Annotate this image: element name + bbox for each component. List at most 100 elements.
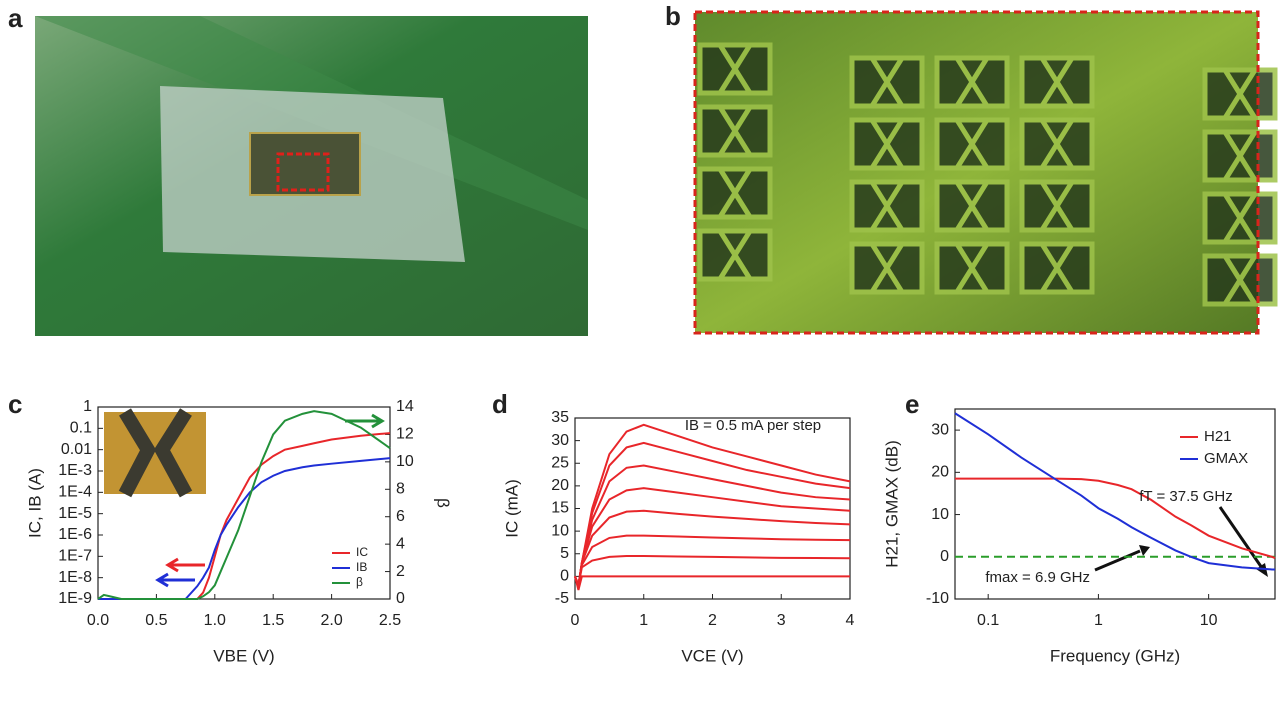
- y-tick-label: 20: [551, 477, 569, 494]
- device-inset: [104, 408, 206, 498]
- y-tick-label: 15: [551, 500, 569, 517]
- arrow-left-blue: [155, 572, 195, 588]
- x-tick-label: 10: [1200, 612, 1218, 629]
- device-pattern: [697, 228, 773, 282]
- plot-frame: [97, 406, 391, 600]
- series-line: [574, 423, 851, 590]
- y2-tick-label: 6: [396, 508, 405, 525]
- y-tick-label: 1E-8: [58, 569, 92, 586]
- photo-b: [695, 12, 1278, 333]
- y-tick-label: -10: [926, 590, 949, 607]
- device-pattern: [1019, 179, 1095, 233]
- y-tick-label: 1E-3: [58, 462, 92, 479]
- x-tick-label: 2.5: [379, 612, 401, 629]
- series-line: [955, 477, 1276, 559]
- x-tick-label: 2: [708, 612, 717, 629]
- y-tick-label: -5: [555, 590, 569, 607]
- axis-arrows: [155, 413, 385, 588]
- y-tick-label: 0.01: [61, 441, 92, 458]
- y2-tick-label: 12: [396, 426, 414, 443]
- y2-tick-label: 4: [396, 535, 405, 552]
- x-tick-label: 0.5: [145, 612, 167, 629]
- panel-label: e: [905, 389, 919, 419]
- device-pattern: [697, 104, 773, 158]
- device-pattern: [1019, 55, 1095, 109]
- x-axis-label: Frequency (GHz): [1050, 646, 1180, 665]
- x-axis-label: VCE (V): [681, 646, 743, 665]
- legend-label: H21: [1204, 428, 1232, 445]
- device-pattern: [697, 166, 773, 220]
- x-tick-label: 0.0: [87, 612, 109, 629]
- y-tick-label: 20: [931, 464, 949, 481]
- series-line: [574, 555, 851, 590]
- arrow-ft: [1218, 506, 1264, 569]
- x-tick-label: 1.0: [204, 612, 226, 629]
- device-pattern: [849, 117, 925, 171]
- annotation: fT = 37.5 GHz: [1139, 488, 1233, 505]
- y-tick-label: 10: [931, 506, 949, 523]
- series-line: [574, 575, 850, 591]
- device-pattern: [934, 117, 1010, 171]
- y-tick-label: 5: [560, 545, 569, 562]
- x-tick-label: 0.1: [977, 612, 999, 629]
- y2-tick-label: 10: [396, 453, 414, 470]
- device-pattern: [697, 42, 773, 96]
- legend-label: IB: [356, 560, 367, 574]
- arrow-fmax-head: [1139, 545, 1150, 556]
- panel-label: b: [665, 1, 681, 31]
- device-pattern: [934, 179, 1010, 233]
- y-axis-label: IC, IB (A): [25, 468, 44, 538]
- y2-tick-label: 8: [396, 481, 405, 498]
- y-tick-label: 30: [931, 421, 949, 438]
- device-pattern: [849, 179, 925, 233]
- plot-frame: [954, 408, 1276, 600]
- series-line: [574, 464, 851, 590]
- y2-tick-label: 2: [396, 563, 405, 580]
- y-tick-label: 1E-7: [58, 548, 92, 565]
- x-tick-label: 0: [571, 612, 580, 629]
- device-pattern: [849, 55, 925, 109]
- arrow-fmax: [1094, 549, 1141, 572]
- x-axis-label: VBE (V): [213, 646, 274, 665]
- panel-label: a: [8, 3, 23, 33]
- x-tick-label: 1: [639, 612, 648, 629]
- y-tick-label: 0.1: [70, 420, 92, 437]
- annotation-arrows: [1094, 506, 1268, 577]
- y-tick-label: 0: [940, 548, 949, 565]
- chip: [249, 132, 361, 196]
- y-tick-label: 10: [551, 522, 569, 539]
- y-tick-label: 30: [551, 432, 569, 449]
- device-pattern: [1202, 129, 1278, 183]
- series-line: [574, 509, 851, 590]
- y-tick-label: 1E-9: [58, 590, 92, 607]
- photo-a: [35, 16, 588, 336]
- panel-label: d: [492, 389, 508, 419]
- zoom-region: [276, 152, 330, 192]
- legend-label: IC: [356, 545, 368, 559]
- y-tick-label: 1E-4: [58, 484, 92, 501]
- y-tick-label: 1E-5: [58, 505, 92, 522]
- device-pattern: [1202, 253, 1278, 307]
- x-tick-label: 4: [846, 612, 855, 629]
- y-tick-label: 0: [560, 568, 569, 585]
- inset-electrodes: [118, 408, 193, 498]
- y-tick-label: 1: [83, 398, 92, 415]
- series-line: [954, 412, 1275, 571]
- x-tick-label: 3: [777, 612, 786, 629]
- legend-label: β: [356, 575, 363, 589]
- x-tick-label: 1.5: [262, 612, 284, 629]
- y2-tick-label: 0: [396, 590, 405, 607]
- annotation: fmax = 6.9 GHz: [985, 569, 1090, 586]
- zoom-border: [693, 10, 1260, 335]
- arrow-right-green: [345, 413, 385, 429]
- y-tick-label: 35: [551, 409, 569, 426]
- y2-axis-label: β: [434, 498, 453, 508]
- arrow-left-red: [165, 557, 205, 573]
- y-tick-label: 25: [551, 454, 569, 471]
- annotation: IB = 0.5 mA per step: [685, 417, 821, 434]
- device-pattern: [934, 241, 1010, 295]
- device-pattern: [1019, 117, 1095, 171]
- y-tick-label: 1E-6: [58, 526, 92, 543]
